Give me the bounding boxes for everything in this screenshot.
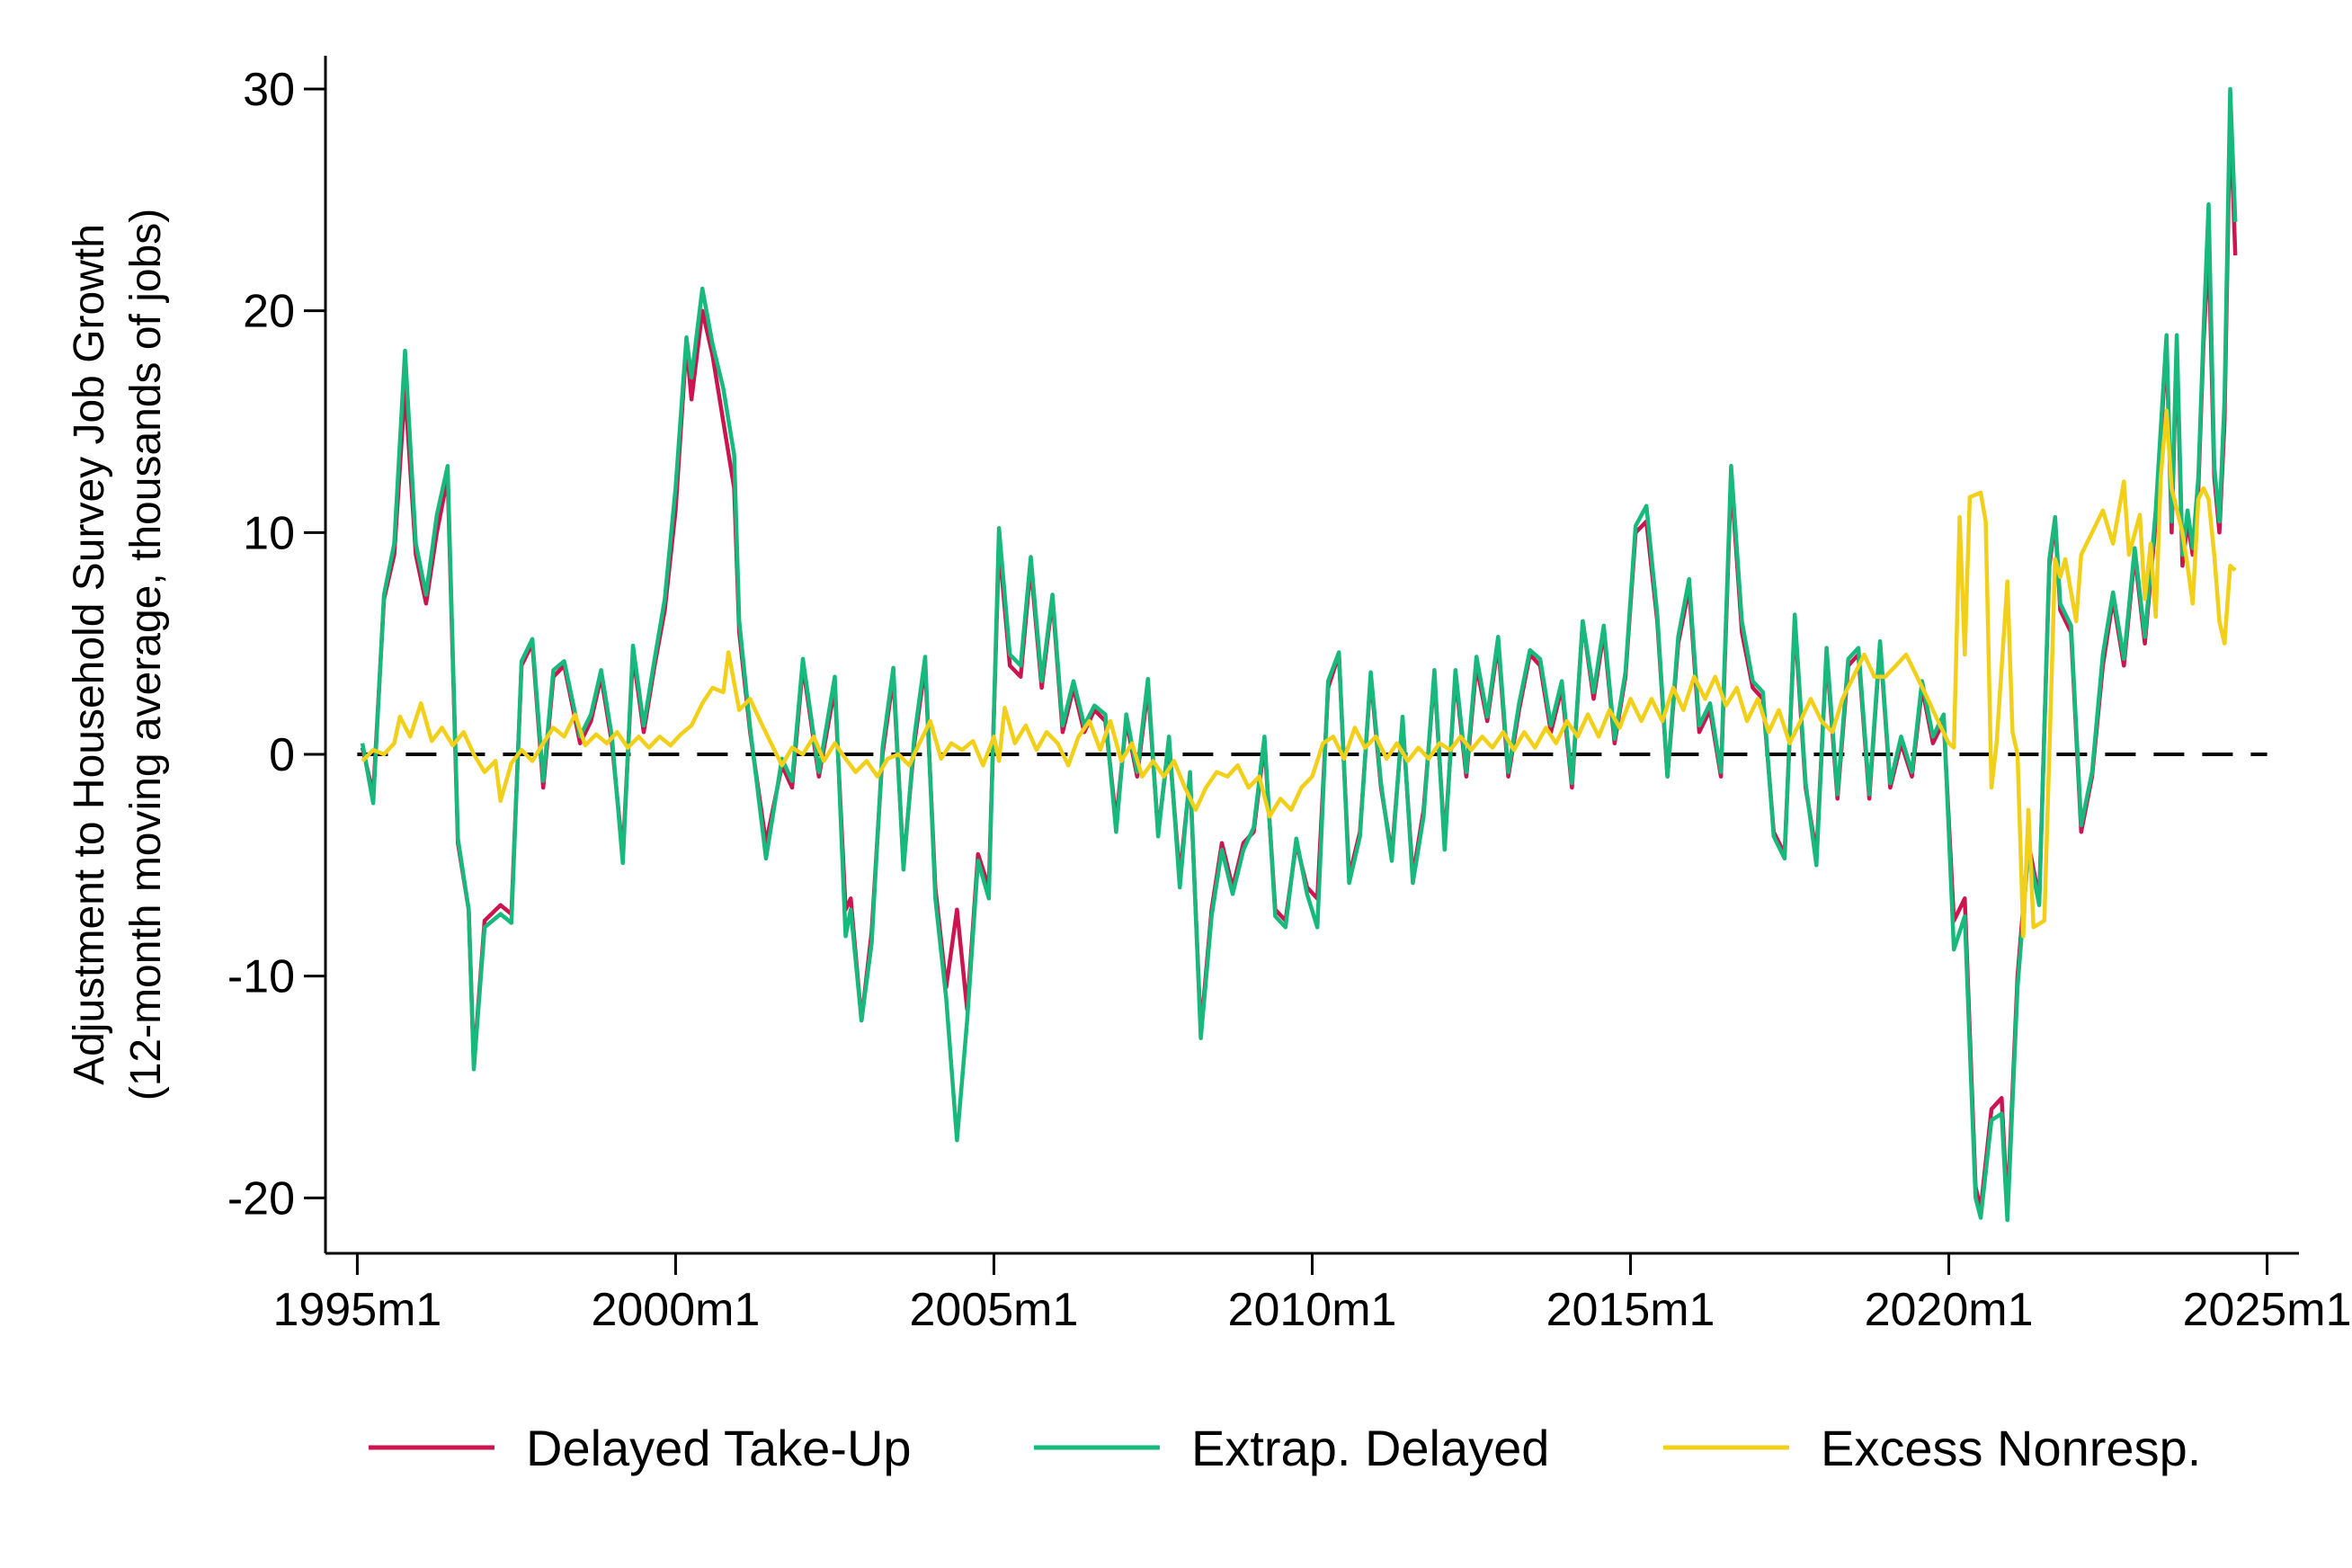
legend-label-1: Delayed Take-Up bbox=[526, 1420, 912, 1476]
y-ticks: 30 20 10 0 -10 -20 bbox=[227, 64, 325, 1225]
series-line-3 bbox=[361, 408, 2237, 939]
x-tick-label: 2010m1 bbox=[1228, 1284, 1397, 1336]
y-tick-label: 30 bbox=[243, 64, 295, 116]
x-tick-label: 2005m1 bbox=[910, 1284, 1079, 1336]
x-axis: 1995m1 2000m1 2005m1 2010m1 2015m1 2020m1 2025… bbox=[272, 1252, 2352, 1336]
x-tick-label: 2025m1 bbox=[2183, 1284, 2352, 1336]
series-line-2 bbox=[360, 86, 2238, 1223]
y-tick-label: 20 bbox=[243, 286, 295, 338]
x-tick-label: 2000m1 bbox=[591, 1284, 760, 1336]
legend: Delayed Take-Up Extrap. Delayed Excess Non… bbox=[369, 1420, 2201, 1476]
plot-series bbox=[360, 86, 2238, 1223]
x-ticks: 1995m1 2000m1 2005m1 2010m1 2015m1 2020m1 2025… bbox=[272, 1253, 2352, 1336]
x-tick-label: 1995m1 bbox=[272, 1284, 441, 1336]
x-tick-label: 2015m1 bbox=[1546, 1284, 1715, 1336]
y-axis: 30 20 10 0 -10 -20 bbox=[227, 56, 327, 1253]
legend-label-3: Excess Nonresp. bbox=[1821, 1420, 2201, 1476]
y-tick-label: 0 bbox=[269, 729, 295, 781]
y-tick-label: -10 bbox=[227, 951, 295, 1003]
y-tick-label: -20 bbox=[227, 1172, 295, 1225]
y-tick-label: 10 bbox=[243, 507, 295, 559]
y-axis-title-line1: Adjustment to Household Survey Job Growt… bbox=[66, 224, 113, 1085]
x-tick-label: 2020m1 bbox=[1865, 1284, 2034, 1336]
y-axis-title-line2: (12-month moving average, thousands of j… bbox=[122, 209, 170, 1101]
legend-label-2: Extrap. Delayed bbox=[1191, 1420, 1549, 1476]
